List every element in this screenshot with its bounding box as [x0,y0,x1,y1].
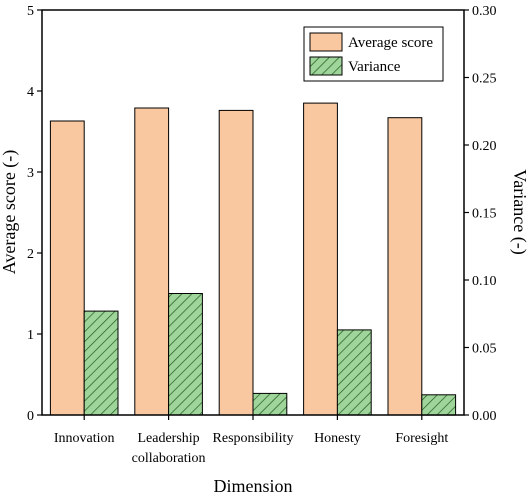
y2-tick-label: 0.25 [472,72,497,87]
x-tick-label: Responsibility [213,431,294,446]
x-tick-label: Foresight [395,431,448,446]
bar-variance [168,293,203,416]
y2-tick-label: 0.00 [472,409,497,424]
legend: Average score Variance [303,26,444,82]
y2-tick-label: 0.30 [472,4,497,19]
x-tick-label: Honesty [314,431,361,446]
bar-average-score [218,109,254,416]
bar-variance [336,329,372,416]
y-axis-title: Average score (-) [0,150,20,275]
y2-tick-label: 0.15 [472,207,497,222]
legend-swatch-variance [309,56,343,76]
y-tick-label: 2 [27,247,34,262]
y-tick-label: 0 [27,409,34,424]
y-tick-label: 3 [27,166,34,181]
x-tick-label: Innovation [54,431,115,446]
x-tick-label: Leadership [137,431,199,446]
bar-variance [421,394,457,416]
bar-average-score [134,107,170,416]
x-axis-title: Dimension [214,476,293,496]
legend-swatch-average-score [309,32,343,52]
ticks-layer: Innovation Leadership collaboration Respons… [27,4,497,466]
bars-layer [49,102,457,416]
y-tick-label: 4 [27,85,34,100]
bar-average-score [303,102,338,416]
y2-tick-label: 0.05 [472,342,497,357]
legend-label-variance: Variance [348,59,401,75]
bar-average-score [49,120,85,416]
bar-variance [252,392,288,416]
y2-tick-label: 0.10 [472,274,497,289]
y-tick-label: 1 [27,328,34,343]
y2-tick-label: 0.20 [472,139,497,154]
legend-label-average-score: Average score [348,35,433,51]
bar-average-score [387,117,423,416]
bar-variance [83,310,119,416]
y-tick-label: 5 [27,4,34,19]
y2-axis-title: Variance (-) [509,169,529,254]
x-tick-label: collaboration [132,451,206,466]
